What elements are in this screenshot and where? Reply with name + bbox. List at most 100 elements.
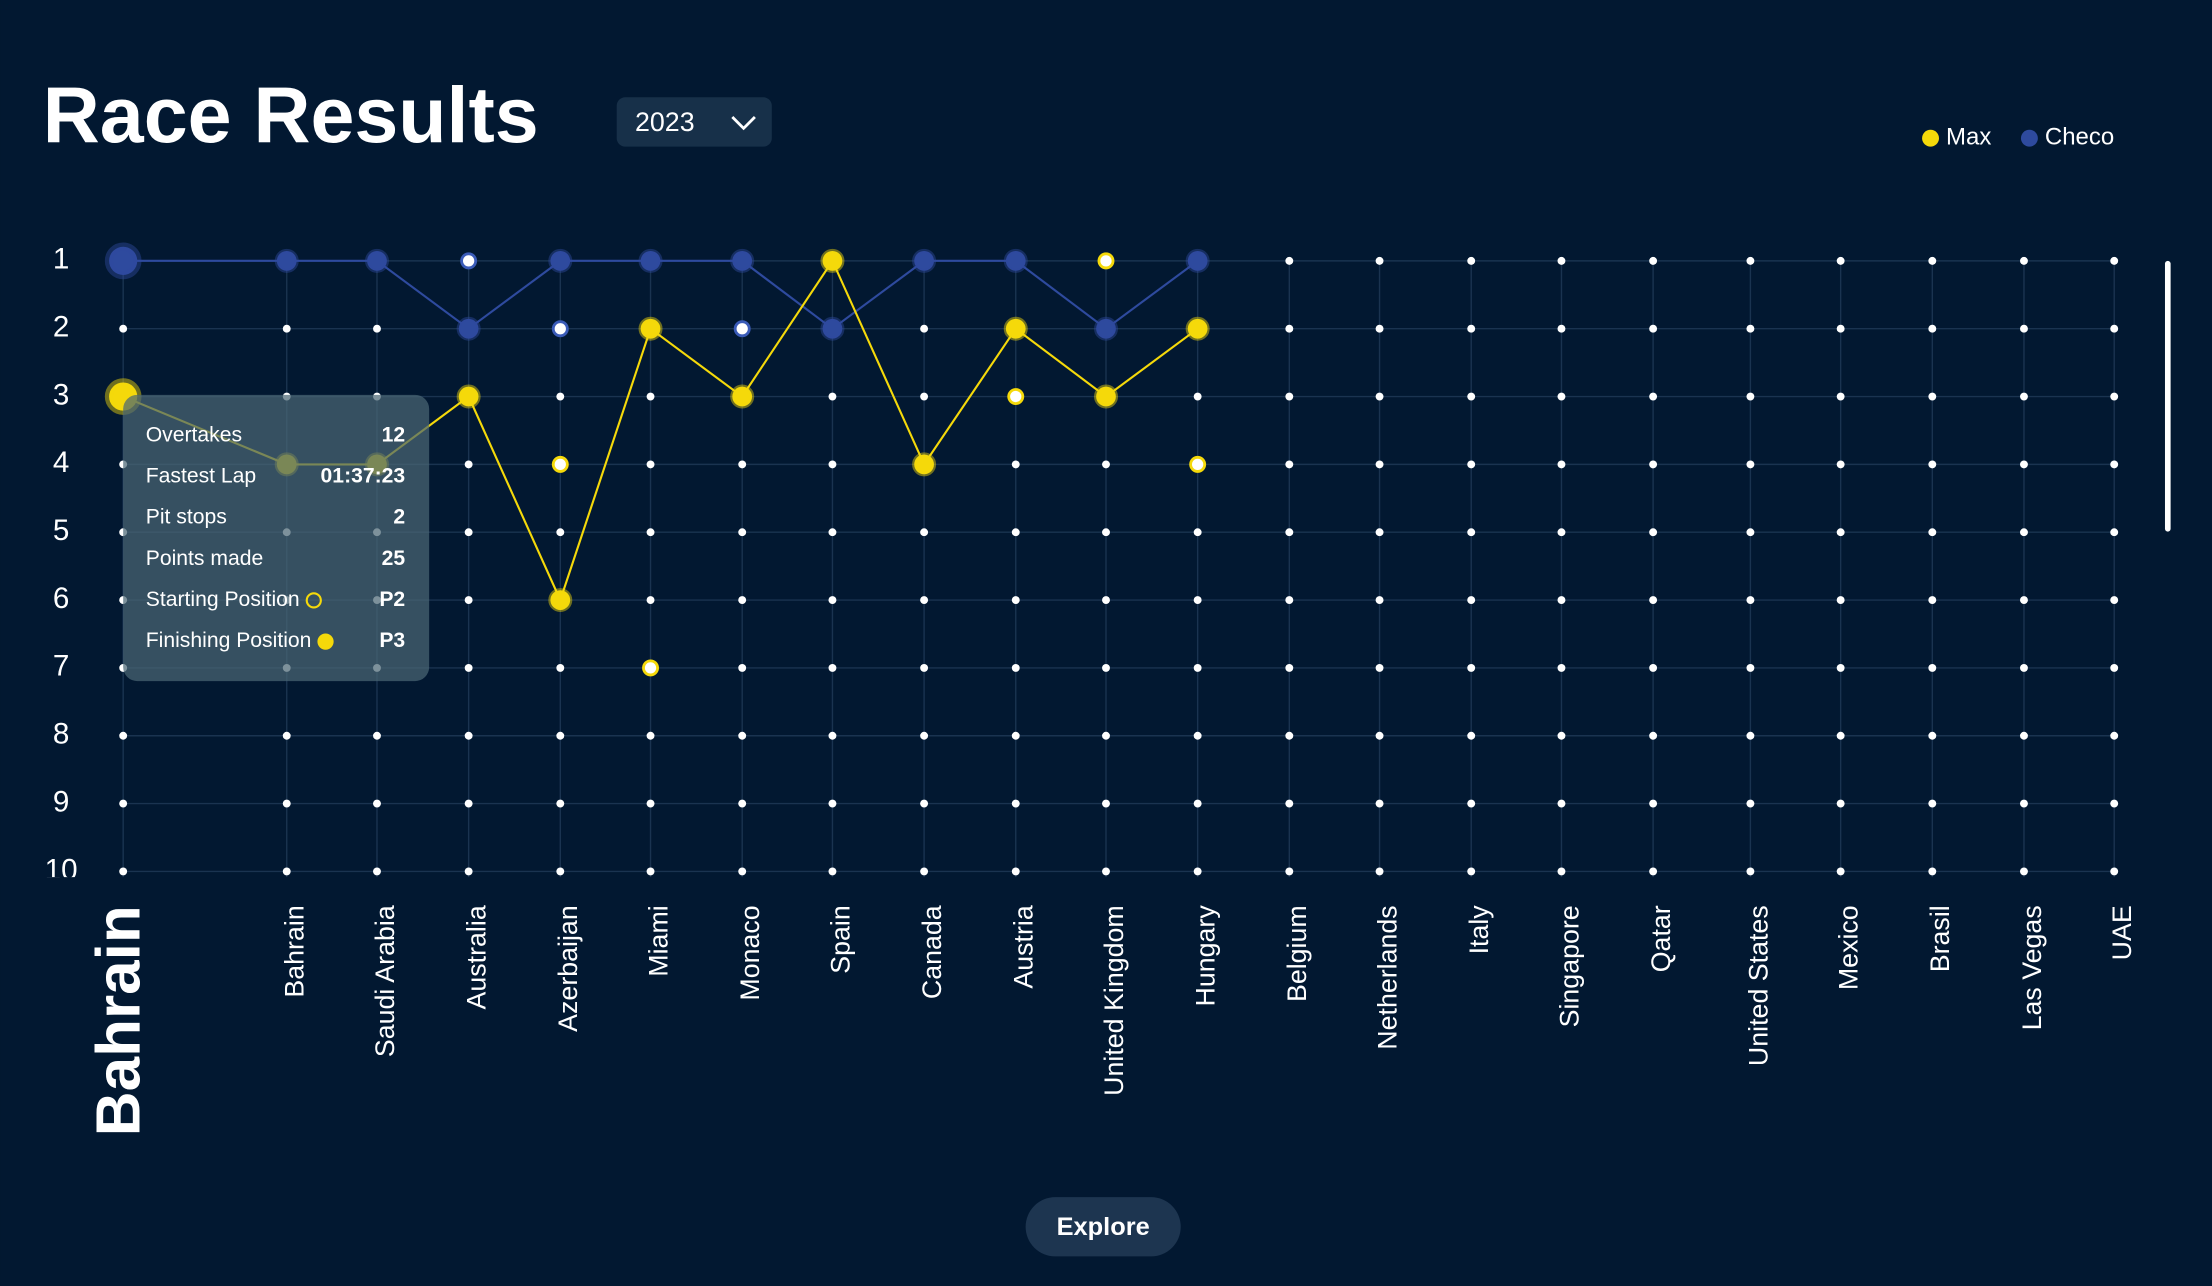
finish-position-marker[interactable]	[730, 384, 755, 409]
starting-position-marker	[551, 320, 569, 338]
grid-dot	[738, 663, 747, 672]
finish-position-marker[interactable]	[730, 248, 755, 273]
finish-position-marker[interactable]	[104, 242, 142, 280]
tooltip-value: 25	[382, 547, 406, 570]
grid-dot	[828, 528, 837, 537]
finish-position-marker[interactable]	[456, 316, 481, 341]
grid-dot	[1746, 460, 1755, 469]
grid-dot	[828, 460, 837, 469]
grid-dot	[556, 528, 565, 537]
grid-dot	[282, 324, 291, 333]
grid-dot	[2110, 663, 2119, 672]
finish-position-marker[interactable]	[456, 384, 481, 409]
grid-dot	[1746, 663, 1755, 672]
grid-dot	[2110, 799, 2119, 808]
grid-dot	[646, 392, 655, 401]
x-tick-label: Las Vegas	[2017, 905, 2047, 1030]
grid-dot	[920, 663, 929, 672]
grid-dot	[2020, 528, 2028, 537]
grid-dot	[738, 867, 747, 876]
grid-dot	[1467, 799, 1476, 808]
grid-dot	[1836, 867, 1845, 876]
grid-dot	[556, 392, 565, 401]
y-tick-label: 2	[53, 311, 69, 344]
grid-dot	[738, 528, 747, 537]
tooltip-label: Fastest Lap	[146, 464, 256, 487]
finish-position-marker[interactable]	[1003, 248, 1028, 273]
grid-dot	[738, 460, 747, 469]
chevron-icon[interactable]	[731, 116, 756, 131]
finish-position-marker[interactable]	[1094, 316, 1118, 341]
grid-dot	[1649, 867, 1658, 876]
grid-dot	[1557, 460, 1566, 469]
explore-button-box[interactable]	[1025, 1197, 1181, 1257]
y-tick-label: 7	[53, 650, 69, 683]
legend-swatch	[1922, 129, 1940, 147]
x-tick-label: Mexico	[1834, 905, 1864, 990]
grid-dot	[1467, 392, 1476, 401]
grid-dot	[646, 731, 655, 740]
grid-dot	[1928, 867, 1937, 876]
grid-dot	[1375, 528, 1384, 537]
grid-dot	[1011, 663, 1020, 672]
explore-button[interactable]: Explore	[1025, 1197, 1181, 1257]
grid-dot	[1649, 799, 1658, 808]
year-selector-box[interactable]	[616, 97, 772, 147]
grid-dot	[2020, 663, 2028, 672]
grid-dot	[2110, 460, 2119, 469]
grid-dot	[119, 324, 128, 333]
finish-position-marker[interactable]	[274, 248, 299, 273]
start-icon	[305, 592, 322, 609]
grid-dot	[373, 867, 381, 876]
grid-dot	[1467, 663, 1476, 672]
grid-dot	[738, 596, 747, 605]
grid-dot	[2020, 392, 2028, 401]
grid-dot	[1285, 799, 1294, 808]
grid-dot	[920, 324, 929, 333]
grid-dot	[1102, 663, 1110, 672]
grid-dot	[1102, 528, 1110, 537]
explore-button-label[interactable]: Explore	[1057, 1213, 1150, 1241]
grid-dot	[1649, 324, 1658, 333]
y-tick-label: 6	[53, 582, 69, 615]
grid-dot	[2020, 596, 2028, 605]
grid-dot	[1193, 392, 1202, 401]
finish-position-marker[interactable]	[1003, 316, 1028, 341]
finish-position-marker[interactable]	[820, 316, 845, 341]
finish-position-marker[interactable]	[1185, 248, 1210, 273]
finish-position-marker[interactable]	[548, 588, 573, 613]
grid-dot	[464, 460, 473, 469]
grid-dot	[1928, 799, 1937, 808]
x-tick-label: Brasil	[1925, 905, 1955, 972]
grid-dot	[1193, 799, 1202, 808]
grid-dot	[2110, 528, 2119, 537]
scrollbar[interactable]	[2164, 260, 2171, 532]
grid-dot	[2020, 799, 2028, 808]
grid-dot	[1467, 460, 1476, 469]
grid-dot	[1375, 256, 1384, 265]
grid-dot	[1928, 460, 1937, 469]
tooltip-value: 2	[393, 506, 405, 529]
x-tick-label: Belgium	[1282, 905, 1312, 1002]
tooltip-label: Starting Position	[146, 588, 300, 611]
finish-position-marker[interactable]	[548, 248, 573, 273]
y-tick-label: 10	[45, 853, 78, 886]
finish-icon	[317, 633, 334, 650]
finish-position-marker[interactable]	[820, 248, 845, 273]
finish-position-marker[interactable]	[364, 248, 389, 273]
year-selector[interactable]: 2023	[616, 97, 772, 147]
finish-position-marker[interactable]	[638, 316, 663, 341]
year-selector-label[interactable]: 2023	[635, 107, 695, 137]
finish-position-marker[interactable]	[1185, 316, 1210, 341]
grid-dot	[2110, 392, 2119, 401]
starting-position-marker	[642, 659, 660, 677]
finish-position-marker[interactable]	[912, 452, 937, 477]
grid-dot	[1649, 663, 1658, 672]
finish-position-marker[interactable]	[1094, 384, 1118, 409]
grid-dot	[646, 596, 655, 605]
finish-position-marker[interactable]	[638, 248, 663, 273]
grid-dot	[828, 731, 837, 740]
finish-position-marker[interactable]	[912, 248, 937, 273]
grid-dot	[1375, 324, 1384, 333]
grid-dot	[1836, 324, 1845, 333]
